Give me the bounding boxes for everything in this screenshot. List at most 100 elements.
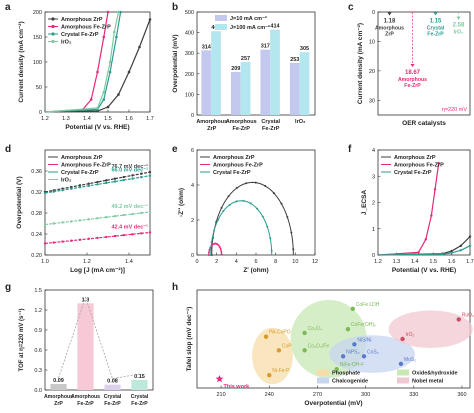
panel-d-point — [140, 211, 143, 215]
panel-h-legend-swatch — [397, 369, 409, 376]
panel-a-point — [117, 93, 120, 96]
panel-b-legend-swatch — [215, 15, 227, 21]
panel-c-name: IrO₂ — [454, 30, 464, 36]
panel-e-point — [208, 248, 211, 251]
panel-d-point — [113, 180, 117, 183]
panel-b-ytick-label: 500 — [185, 10, 194, 16]
panel-a-point — [89, 98, 93, 101]
panel-b-ytick-label: 200 — [185, 72, 194, 78]
panel-label-f: f — [348, 144, 352, 155]
panel-g-bar-value: 0.09 — [53, 378, 64, 384]
panel-b-bar — [240, 62, 251, 115]
panel-g-ytick-label: 0.6 — [34, 348, 42, 354]
panel-f-point — [441, 253, 444, 256]
panel-f-point — [468, 235, 472, 238]
panel-a-xtick-label: 1.7 — [146, 116, 154, 122]
panel-d-point — [52, 241, 55, 244]
panel-h-point-label: RuO₂ — [462, 312, 474, 318]
panel-c-frame — [377, 11, 471, 116]
panel-d-point — [122, 213, 125, 217]
panel-h-frame — [196, 289, 471, 389]
panel-h-point — [302, 330, 307, 336]
panel-e-point — [210, 241, 213, 244]
panel-a-xtick-label: 1.2 — [41, 116, 49, 122]
panel-b-category: Fe-ZrP — [262, 126, 280, 132]
panel-h-point-label: PA-CoPO — [269, 330, 291, 336]
panel-h-point-label: CoP — [282, 343, 292, 349]
panel-e-point — [220, 253, 223, 256]
panel-d-point — [131, 174, 134, 177]
panel-a-ytick-label: 0 — [39, 110, 42, 116]
panel-a-point — [102, 98, 106, 101]
panel-a-ytick-label: 200 — [33, 10, 42, 16]
panel-d-point — [78, 238, 82, 241]
panel-e-point — [216, 243, 219, 246]
panel-g-ytick-label: 1.5 — [34, 288, 42, 294]
panel-e-point — [292, 248, 295, 251]
panel-g-bar — [50, 384, 67, 390]
panel-b-legend-swatch — [215, 24, 227, 30]
panel-e-semicircle — [211, 181, 294, 256]
panel-g-category: Fe-ZrP — [104, 401, 121, 407]
panel-b-bar-value: 305 — [300, 46, 309, 52]
panel-a-point — [102, 35, 106, 39]
panel-d-point — [105, 181, 108, 185]
panel-f-xtick-label: 1.7 — [466, 259, 474, 265]
panel-d-legend-entry: Crystal Fe-ZrP — [61, 170, 99, 176]
panel-h-ylabel: Tafel slop (mV dec⁻¹) — [186, 307, 193, 372]
panel-a-xtick-label: 1.6 — [125, 116, 133, 122]
panel-e-point — [207, 251, 210, 254]
panel-g-bar — [131, 380, 148, 390]
panel-e-point — [290, 231, 293, 234]
panel-a-point — [138, 45, 141, 49]
panel-c-name: Crystal — [427, 25, 445, 31]
panel-d-point — [122, 178, 125, 182]
panel-c-ylabel: Current density (mA cm⁻²) — [357, 23, 364, 104]
panel-h-point-label: This work — [223, 384, 250, 390]
panel-a-xtick-label: 1.5 — [104, 116, 112, 122]
panel-d-point — [96, 183, 99, 186]
panel-e-point — [235, 186, 238, 189]
panel-h-legend-entry: Oxide&hydroxide — [412, 371, 458, 377]
panel-e-xtick-label: 10 — [292, 259, 298, 265]
panel-e-point — [209, 254, 212, 256]
panel-h-xtick-label: 300 — [361, 392, 370, 398]
panel-e-point — [270, 249, 273, 252]
panel-e-point — [269, 237, 272, 240]
panel-e-point — [245, 182, 248, 185]
panel-h-point — [345, 327, 351, 332]
panel-b-category: Fe-ZrP — [233, 126, 251, 132]
panel-d-frame — [44, 149, 151, 256]
panel-h-xtick-label: 330 — [409, 392, 418, 398]
panel-d-point — [70, 239, 73, 242]
panel-a-xtick-label: 1.3 — [62, 116, 70, 122]
panel-b-category: IrO₂ — [295, 119, 306, 125]
panel-h-point-label: CoFe(OH)ₓ — [351, 322, 376, 328]
panel-b-bar — [260, 49, 271, 115]
panel-b-ylabel: Overpotential (mV) — [172, 34, 179, 92]
panel-a-point — [108, 70, 112, 74]
panel-a-ylabel: Current density (mA cm⁻²) — [18, 21, 25, 102]
panel-g-ytick-label: 0.9 — [34, 328, 42, 334]
panel-c-ytick-label: 0 — [372, 10, 375, 16]
panel-b-bar-value: 317 — [261, 44, 270, 50]
panel-b-bar-value: 257 — [241, 56, 250, 62]
panel-d-xlabel: Log [J (mA cm⁻²)] — [70, 267, 125, 274]
panel-f-point — [437, 161, 440, 165]
panel-a-point — [148, 18, 152, 21]
panel-c-name: Fe-ZrP — [404, 83, 421, 89]
panel-h-point — [398, 361, 404, 367]
panel-f-point — [459, 244, 462, 248]
panel-g-bar — [77, 303, 94, 390]
panel-e-point — [256, 207, 259, 210]
panel-h-point-label: CoFe LDH — [356, 302, 380, 308]
panel-d-point — [96, 236, 99, 240]
panel-h-legend-swatch — [317, 377, 329, 384]
panel-h-legend-swatch — [317, 369, 329, 376]
panel-b-bar-value: 314 — [202, 44, 212, 50]
panel-d-point — [70, 185, 73, 189]
panel-e-xtick-label: 2 — [215, 259, 218, 265]
panel-d-point — [52, 222, 55, 225]
panel-a-ytick-label: 150 — [33, 35, 42, 41]
panel-d-slope-label: 66.0 mV dec⁻¹ — [111, 167, 148, 174]
